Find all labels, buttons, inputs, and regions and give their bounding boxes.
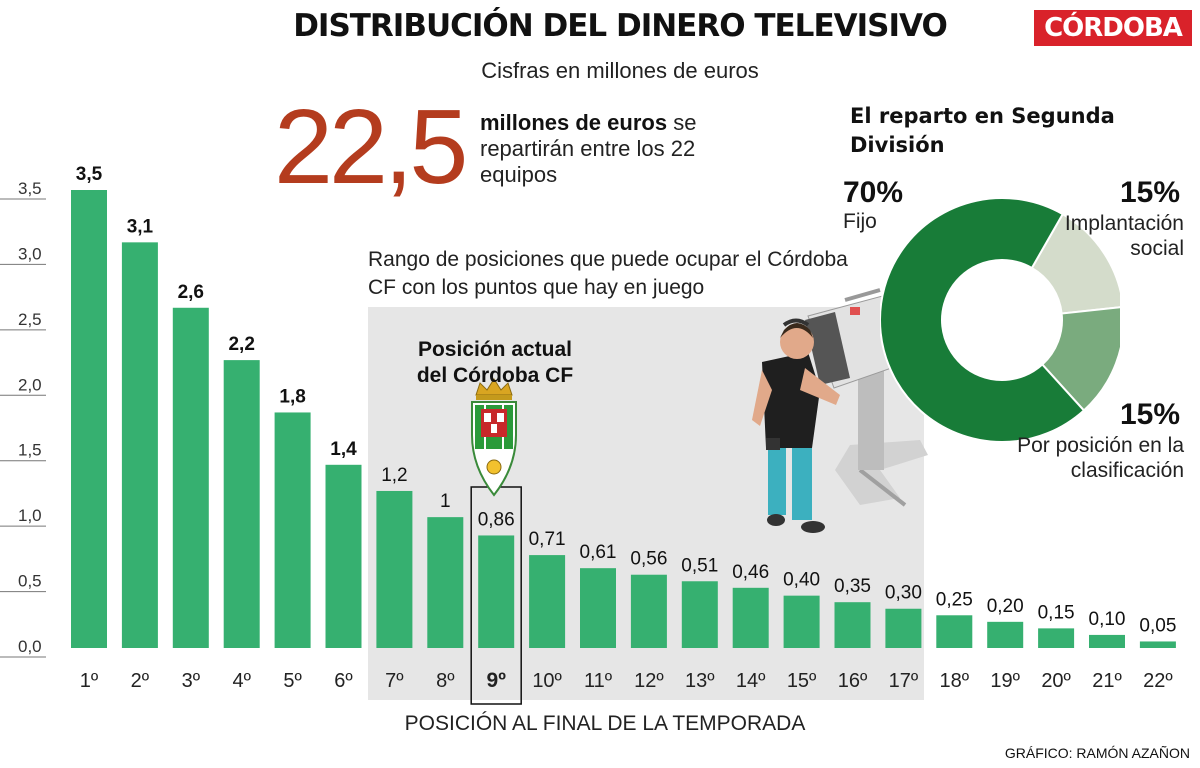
- value-label: 1,2: [381, 465, 407, 486]
- pie-label-implantacion: Implantación social: [1064, 212, 1184, 260]
- category-label: 13º: [685, 670, 715, 692]
- value-label: 0,51: [681, 555, 718, 576]
- category-label: 21º: [1092, 670, 1122, 692]
- y-tick-label: 2,0: [18, 375, 42, 394]
- bar: [71, 190, 107, 648]
- bar: [936, 615, 973, 648]
- category-label: 16º: [838, 670, 868, 692]
- category-label: 15º: [787, 670, 817, 692]
- bar: [732, 587, 769, 648]
- bar: [834, 602, 871, 648]
- value-label: 0,35: [834, 576, 871, 597]
- y-tick-label: 3,5: [18, 179, 42, 198]
- pie-label-posicion: Por posición en la clasificación: [1017, 434, 1184, 482]
- value-label: 2,6: [178, 282, 204, 303]
- category-label: 9º: [487, 669, 507, 692]
- bar: [376, 490, 413, 648]
- value-label: 0,56: [630, 549, 667, 570]
- pie-slice: [1030, 212, 1120, 315]
- current-position-label: Posición actual del Córdoba CF: [416, 338, 574, 387]
- y-tick-label: 2,5: [18, 310, 42, 329]
- brand-logo: CÓRDOBA: [1034, 10, 1192, 46]
- caption-bold: millones de euros: [480, 110, 668, 135]
- category-label: 8º: [436, 670, 455, 692]
- category-label: 20º: [1041, 670, 1071, 692]
- value-label: 0,61: [580, 542, 617, 563]
- bar: [427, 517, 464, 648]
- category-label: 7º: [385, 670, 404, 692]
- category-label: 2º: [131, 670, 150, 692]
- bar: [325, 464, 362, 648]
- cameraman-person-icon: [752, 318, 840, 533]
- category-label: 19º: [990, 670, 1020, 692]
- value-label: 0,46: [732, 562, 769, 583]
- category-label: 12º: [634, 670, 664, 692]
- y-tick-label: 1,0: [18, 506, 42, 525]
- pie-pct-posicion: 15%: [1119, 398, 1180, 431]
- bar: [478, 535, 515, 648]
- page-subtitle: Cisfras en millones de euros: [481, 58, 759, 83]
- range-note: Rango de posiciones que puede ocupar el …: [368, 248, 848, 299]
- y-tick-label: 0,5: [18, 572, 42, 591]
- bar: [1038, 628, 1075, 648]
- value-label: 0,40: [783, 570, 820, 591]
- category-label: 14º: [736, 670, 766, 692]
- value-label: 0,20: [987, 596, 1024, 617]
- category-label: 4º: [232, 670, 251, 692]
- pie-pct-implantacion: 15%: [1119, 176, 1180, 209]
- caption-rest: se repartirán entre los 22 equipos: [480, 110, 697, 187]
- big-number: 22,5: [274, 88, 468, 206]
- x-axis-title: POSICIÓN AL FINAL DE LA TEMPORADA: [404, 712, 806, 735]
- pie-label-fijo: Fijo: [843, 210, 877, 233]
- cordoba-crest-icon: [471, 378, 517, 497]
- category-label: 17º: [889, 670, 919, 692]
- value-label: 3,5: [76, 164, 103, 185]
- value-label: 2,2: [228, 334, 254, 355]
- page-title: DISTRIBUCIÓN DEL DINERO TELEVISIVO: [293, 8, 948, 44]
- credit: GRÁFICO: RAMÓN AZAÑON: [1004, 745, 1190, 761]
- category-label: 6º: [334, 670, 353, 692]
- category-label: 18º: [940, 670, 970, 692]
- value-label: 0,30: [885, 583, 922, 604]
- big-number-caption: millones de euros se repartirán entre lo…: [480, 110, 760, 188]
- bar: [223, 360, 260, 648]
- bar: [681, 581, 718, 648]
- bar: [529, 555, 566, 648]
- category-label: 22º: [1143, 670, 1173, 692]
- y-tick-label: 0,0: [18, 637, 42, 656]
- bar: [580, 568, 616, 648]
- category-label: 10º: [532, 670, 562, 692]
- bar: [274, 412, 311, 648]
- pie-pct-fijo: 70%: [843, 176, 904, 209]
- pie-chart: [880, 197, 1120, 443]
- bar: [987, 621, 1024, 648]
- category-label: 11º: [584, 670, 613, 692]
- pie-slice: [880, 197, 1086, 443]
- bar: [1139, 641, 1176, 648]
- value-label: 1: [440, 491, 451, 512]
- y-tick-label: 1,5: [18, 441, 42, 460]
- value-label: 0,25: [936, 589, 973, 610]
- value-label: 0,71: [529, 529, 566, 550]
- value-label: 0,86: [478, 509, 515, 530]
- value-label: 1,4: [330, 439, 357, 460]
- value-label: 0,05: [1139, 615, 1176, 636]
- bar: [172, 307, 209, 648]
- y-tick-label: 3,0: [18, 244, 42, 263]
- bar: [783, 595, 820, 648]
- pie-title: El reparto en Segunda División: [850, 104, 1115, 157]
- bar: [121, 242, 158, 649]
- value-label: 1,8: [279, 386, 305, 407]
- bar: [630, 574, 667, 648]
- bar: [1089, 634, 1125, 648]
- value-label: 3,1: [127, 216, 154, 237]
- category-label: 3º: [182, 670, 201, 692]
- value-label: 0,10: [1089, 609, 1126, 630]
- category-label: 5º: [283, 670, 302, 692]
- bar: [885, 608, 922, 648]
- category-label: 1º: [80, 670, 99, 692]
- value-label: 0,15: [1038, 602, 1075, 623]
